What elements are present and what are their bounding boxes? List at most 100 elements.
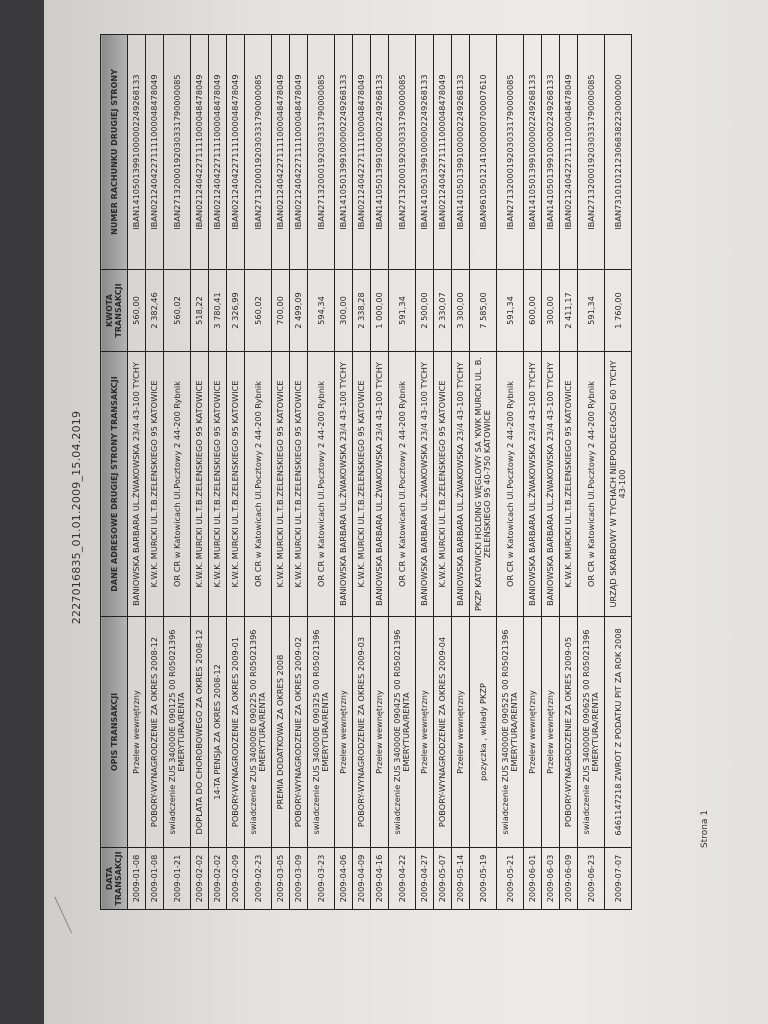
cell-description: PREMIA DODATKOWA ZA OKRES 2008 xyxy=(271,616,290,848)
table-row: 2009-06-01 Przelew wewnętrzny BANIOWSKA BA… xyxy=(523,34,542,910)
cell-account: IBAN14105013991000002249268133 xyxy=(523,34,542,270)
cell-account: IBAN02124042271111000048478049 xyxy=(271,34,290,270)
cell-amount: 2 326,99 xyxy=(226,269,245,352)
header-date: DATA TRANSAKCJI xyxy=(100,847,128,910)
cell-amount: 591,34 xyxy=(388,269,416,352)
cell-date: 2009-05-14 xyxy=(451,847,470,910)
table-row: 2009-04-16 Przelew wewnętrzny BANIOWSKA BA… xyxy=(370,34,389,910)
cell-account: IBAN02124042271111000048478049 xyxy=(226,34,245,270)
cell-date: 2009-03-23 xyxy=(307,847,335,910)
cell-date: 2009-05-19 xyxy=(469,847,497,910)
cell-account: IBAN96105012141000000700007610 xyxy=(469,34,497,270)
table-row: 2009-06-23 swiadczenie ZUS 340000E 090625… xyxy=(577,34,605,910)
header-account: NUMER RACHUNKU DRUGIEJ STRONY xyxy=(100,34,128,270)
cell-description: swiadczenie ZUS 340000E 090425 00 R05021… xyxy=(388,616,416,848)
cell-account: IBAN14105013991000002249268133 xyxy=(370,34,389,270)
cell-counterparty: K.W.K. MURCKI UL.T.B.ZELENSKIEGO 95 KATO… xyxy=(289,351,308,617)
cell-description: Przelew wewnętrzny xyxy=(541,616,560,848)
cell-counterparty: K.W.K. MURCKI UL.T.B.ZELENSKIEGO 95 KATO… xyxy=(271,351,290,617)
cell-description: POBORY-WYNAGRODZENIE ZA OKRES 2009-01 xyxy=(226,616,245,848)
cell-description: Przelew wewnętrzny xyxy=(370,616,389,848)
cell-counterparty: URZĄD SKARBOWY W TYCHACH NIEPODLEGŁOŚCI … xyxy=(604,351,632,617)
cell-date: 2009-04-06 xyxy=(334,847,353,910)
cell-account: IBAN02124042271111000048478049 xyxy=(352,34,371,270)
cell-date: 2009-04-27 xyxy=(415,847,434,910)
cell-date: 2009-02-02 xyxy=(208,847,227,910)
table-row: 2009-01-08 POBORY-WYNAGRODZENIE ZA OKRES … xyxy=(145,34,164,910)
cell-amount: 7 585,00 xyxy=(469,269,497,352)
table-row: 2009-05-19 pozyczka , wkłady PKZP PKZP KAT… xyxy=(469,34,497,910)
table-row: 2009-01-21 swiadczenie ZUS 340000E 090125… xyxy=(163,34,191,910)
paper-sheet xyxy=(44,0,768,1024)
table-row: 2009-04-22 swiadczenie ZUS 340000E 090425… xyxy=(388,34,416,910)
cell-account: IBAN02124042271111000048478049 xyxy=(559,34,578,270)
cell-counterparty: OR CR w Katowicach Ul.Pocztowy 2 44-200 … xyxy=(244,351,272,617)
cell-amount: 600,00 xyxy=(523,269,542,352)
cell-amount: 591,34 xyxy=(577,269,605,352)
cell-amount: 2 499,09 xyxy=(289,269,308,352)
cell-description: 6461147218 ZWROT Z PODATKU PIT ZA ROK 20… xyxy=(604,616,632,848)
transactions-table: DATA TRANSAKCJI OPIS TRANSAKCJI DANE ADR… xyxy=(100,34,632,910)
cell-amount: 2 338,28 xyxy=(352,269,371,352)
cell-description: pozyczka , wkłady PKZP xyxy=(469,616,497,848)
cell-description: swiadczenie ZUS 340000E 090125 00 R05021… xyxy=(163,616,191,848)
cell-account: IBAN27132000192030331790000085 xyxy=(307,34,335,270)
cell-account: IBAN27132000192030331790000085 xyxy=(244,34,272,270)
table-row: 2009-02-02 14-TA PENSJA ZA OKRES 2008-12 K… xyxy=(208,34,227,910)
cell-counterparty: OR CR w Katowicach Ul.Pocztowy 2 44-200 … xyxy=(388,351,416,617)
table-row: 2009-07-07 6461147218 ZWROT Z PODATKU PIT… xyxy=(604,34,632,910)
cell-account: IBAN14105013991000002249268133 xyxy=(415,34,434,270)
cell-description: POBORY-WYNAGRODZENIE ZA OKRES 2009-02 xyxy=(289,616,308,848)
table-row: 2009-04-27 Przelew wewnętrzny BANIOWSKA BA… xyxy=(415,34,434,910)
cell-date: 2009-06-09 xyxy=(559,847,578,910)
page-number: Strona 1 xyxy=(700,809,710,849)
cell-description: POBORY-WYNAGRODZENIE ZA OKRES 2009-03 xyxy=(352,616,371,848)
cell-amount: 3 780,41 xyxy=(208,269,227,352)
header-amount: KWOTA TRANSAKCJI xyxy=(100,269,128,352)
cell-date: 2009-03-09 xyxy=(289,847,308,910)
cell-counterparty: OR CR w Katowicach Ul.Pocztowy 2 44-200 … xyxy=(577,351,605,617)
cell-amount: 560,02 xyxy=(244,269,272,352)
cell-date: 2009-06-23 xyxy=(577,847,605,910)
cell-date: 2009-02-23 xyxy=(244,847,272,910)
cell-counterparty: K.W.K. MURCKI UL.T.B.ZELENSKIEGO 95 KATO… xyxy=(145,351,164,617)
cell-account: IBAN14105013991000002249268133 xyxy=(334,34,353,270)
document-title: 2227016835_01.01.2009_15.04.2019 xyxy=(70,410,83,625)
cell-amount: 518,22 xyxy=(190,269,209,352)
cell-description: 14-TA PENSJA ZA OKRES 2008-12 xyxy=(208,616,227,848)
cell-amount: 2 382,46 xyxy=(145,269,164,352)
table-header-row: DATA TRANSAKCJI OPIS TRANSAKCJI DANE ADR… xyxy=(100,34,128,910)
cell-account: IBAN02124042271111000048478049 xyxy=(190,34,209,270)
cell-amount: 560,00 xyxy=(127,269,146,352)
cell-description: Przelew wewnętrzny xyxy=(451,616,470,848)
cell-date: 2009-04-09 xyxy=(352,847,371,910)
cell-account: IBAN27132000192030331790000085 xyxy=(163,34,191,270)
cell-counterparty: PKZP KATOWICKI HOLDING WĘGLOWY SA 'KWK M… xyxy=(469,351,497,617)
cell-description: DOPLATA DO CHOROBOWEGO ZA OKRES 2008-12 xyxy=(190,616,209,848)
cell-account: IBAN73101012123068382230000000 xyxy=(604,34,632,270)
cell-account: IBAN14105013991000002249268133 xyxy=(127,34,146,270)
cell-date: 2009-05-21 xyxy=(496,847,524,910)
cell-counterparty: K.W.K. MURCKI UL.T.B.ZELENSKIEGO 95 KATO… xyxy=(352,351,371,617)
cell-date: 2009-07-07 xyxy=(604,847,632,910)
table-row: 2009-02-02 DOPLATA DO CHOROBOWEGO ZA OKRE… xyxy=(190,34,209,910)
cell-description: POBORY-WYNAGRODZENIE ZA OKRES 2009-05 xyxy=(559,616,578,848)
cell-date: 2009-04-22 xyxy=(388,847,416,910)
cell-amount: 700,00 xyxy=(271,269,290,352)
table-row: 2009-06-09 POBORY-WYNAGRODZENIE ZA OKRES … xyxy=(559,34,578,910)
cell-counterparty: K.W.K. MURCKI UL.T.B.ZELENSKIEGO 95 KATO… xyxy=(433,351,452,617)
cell-description: POBORY-WYNAGRODZENIE ZA OKRES 2009-04 xyxy=(433,616,452,848)
cell-amount: 591,34 xyxy=(496,269,524,352)
cell-counterparty: BANIOWSKA BARBARA UL.ŻWAKOWSKA 23/4 43-1… xyxy=(541,351,560,617)
table-row: 2009-03-23 swiadczenie ZUS 340000E 090325… xyxy=(307,34,335,910)
table-row: 2009-03-09 POBORY-WYNAGRODZENIE ZA OKRES … xyxy=(289,34,308,910)
cell-account: IBAN14105013991000002249268133 xyxy=(451,34,470,270)
table-row: 2009-04-06 Przelew wewnętrzny BANIOWSKA BA… xyxy=(334,34,353,910)
cell-description: Przelew wewnętrzny xyxy=(334,616,353,848)
cell-account: IBAN02124042271111000048478049 xyxy=(208,34,227,270)
table-row: 2009-03-05 PREMIA DODATKOWA ZA OKRES 2008… xyxy=(271,34,290,910)
cell-counterparty: BANIOWSKA BARBARA UL.ŻWAKOWSKA 23/4 43-1… xyxy=(523,351,542,617)
cell-account: IBAN27132000192030331790000085 xyxy=(388,34,416,270)
cell-counterparty: OR CR w Katowicach Ul.Pocztowy 2 44-200 … xyxy=(496,351,524,617)
cell-amount: 560,02 xyxy=(163,269,191,352)
